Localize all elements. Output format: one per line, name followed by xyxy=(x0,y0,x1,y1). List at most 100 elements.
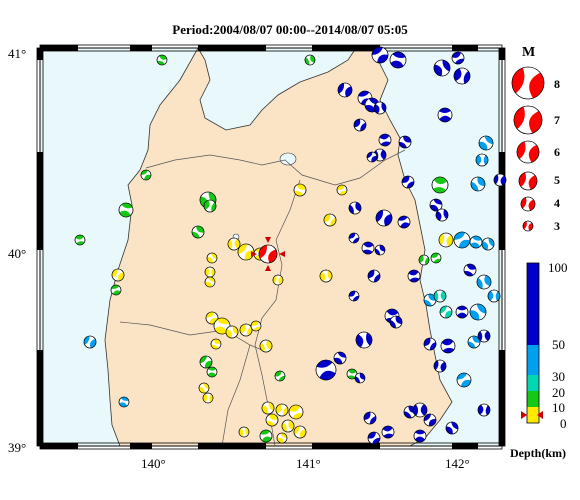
depth-tick-10: 10 xyxy=(552,400,565,415)
earthquake-mechanism-icon xyxy=(202,392,214,404)
earthquake-mechanism-icon xyxy=(210,338,222,350)
depth-scale-bar xyxy=(526,262,540,424)
earthquake-mechanism-icon xyxy=(437,107,453,123)
earthquake-mechanism-icon xyxy=(469,303,487,321)
earthquake-mechanism-icon xyxy=(463,263,477,277)
earthquake-mechanism-icon xyxy=(239,323,253,337)
earthquake-mechanism-icon xyxy=(397,215,411,229)
frame-tick xyxy=(312,443,380,449)
earthquake-mechanism-icon xyxy=(319,269,333,283)
earthquake-mechanism-icon xyxy=(140,169,152,181)
lat-label-39: 39° xyxy=(8,440,26,455)
earthquake-mechanism-icon xyxy=(111,268,125,282)
prefecture-border xyxy=(119,149,406,447)
depth-tick-0: 0 xyxy=(560,416,567,431)
earthquake-mechanism-icon xyxy=(206,252,218,264)
earthquake-mechanism-icon xyxy=(293,183,307,197)
earthquake-mechanism-icon xyxy=(431,176,449,194)
earthquake-mechanism-icon xyxy=(237,243,255,261)
earthquake-mechanism-icon xyxy=(156,54,168,66)
magnitude-legend-icon xyxy=(516,140,540,164)
depth-band xyxy=(527,407,539,423)
earthquake-mechanism-icon xyxy=(259,339,273,353)
depth-tick-20: 20 xyxy=(552,385,565,400)
magnitude-label-8: 8 xyxy=(554,77,560,91)
earthquake-mechanism-icon xyxy=(274,370,286,382)
earthquake-mechanism-icon xyxy=(353,118,367,132)
magnitude-legend-icon xyxy=(511,66,545,100)
depth-tick-50: 50 xyxy=(552,337,565,352)
depth-band xyxy=(527,345,539,375)
earthquake-mechanism-icon xyxy=(265,413,279,427)
magnitude-label-5: 5 xyxy=(554,173,560,187)
earthquake-mechanism-icon xyxy=(281,419,295,433)
earthquake-mechanism-icon xyxy=(451,51,465,65)
earthquake-mechanism-icon xyxy=(373,101,387,115)
earthquake-mechanism-icon xyxy=(430,252,442,264)
event-markers xyxy=(74,46,507,445)
lat-label-41: 41° xyxy=(8,46,26,61)
earthquake-mechanism-icon xyxy=(355,331,373,349)
earthquake-mechanism-icon xyxy=(204,276,216,288)
earthquake-mechanism-icon xyxy=(371,46,389,64)
earthquake-mechanism-icon xyxy=(348,201,362,215)
frame-tick xyxy=(37,48,43,60)
depth-tick-30: 30 xyxy=(552,369,565,384)
earthquake-mechanism-icon xyxy=(456,372,472,388)
earthquake-mechanism-icon xyxy=(276,432,288,444)
frame-tick xyxy=(452,45,478,51)
frame-tick xyxy=(198,45,266,51)
magnitude-legend-icon xyxy=(518,171,538,191)
earthquake-mechanism-icon xyxy=(381,425,395,439)
earthquake-mechanism-icon xyxy=(238,426,250,438)
frame-tick xyxy=(499,48,505,60)
lake-towada xyxy=(279,152,297,166)
earthquake-mechanism-icon xyxy=(366,151,378,163)
earthquake-mechanism-icon xyxy=(275,403,289,417)
earthquake-mechanism-icon xyxy=(354,372,366,384)
depth-unit-label: Depth(km) xyxy=(510,446,566,460)
earthquake-mechanism-icon xyxy=(191,225,205,239)
earthquake-mechanism-icon xyxy=(110,284,122,296)
magnitude-legend-icon xyxy=(520,196,536,212)
earthquake-mechanism-icon xyxy=(336,184,348,196)
earthquake-mechanism-icon xyxy=(361,241,375,255)
earthquake-mechanism-icon xyxy=(348,290,360,302)
frame-tick xyxy=(37,152,43,250)
earthquake-mechanism-icon xyxy=(118,202,134,218)
earthquake-mechanism-icon xyxy=(213,317,231,335)
earthquake-mechanism-icon xyxy=(493,173,507,187)
earthquake-mechanism-icon xyxy=(348,232,360,244)
earthquake-mechanism-icon xyxy=(272,274,284,286)
earthquake-mechanism-icon xyxy=(433,59,451,77)
earthquake-mechanism-icon xyxy=(401,175,415,189)
frame-tick xyxy=(130,45,152,51)
frame-tick xyxy=(130,443,152,449)
magnitude-legend xyxy=(511,66,545,232)
frame-tick xyxy=(37,350,43,446)
earthquake-mechanism-icon xyxy=(323,213,337,227)
magnitude-legend-icon xyxy=(522,220,534,232)
frame-tick xyxy=(452,443,478,449)
earthquake-mechanism-icon xyxy=(487,289,501,303)
depth-band xyxy=(527,391,539,407)
frame-ticks xyxy=(36,44,506,450)
magnitude-legend-icon xyxy=(513,105,543,135)
earthquake-mechanism-icon xyxy=(470,176,486,192)
largest-event-icon xyxy=(258,244,278,264)
lon-label-142: 142° xyxy=(445,456,470,471)
earthquake-mechanism-icon xyxy=(293,425,307,439)
earthquake-mechanism-icon xyxy=(367,269,381,283)
frame-tick xyxy=(40,443,78,449)
earthquake-mechanism-icon xyxy=(225,325,239,339)
earthquake-mechanism-icon xyxy=(363,411,377,425)
earthquake-mechanism-icon xyxy=(118,396,130,408)
earthquake-mechanism-icon xyxy=(259,429,273,443)
earthquake-mechanism-icon xyxy=(476,274,492,290)
magnitude-label-4: 4 xyxy=(554,196,560,210)
magnitude-legend-heading: M xyxy=(522,45,535,60)
frame-tick xyxy=(499,350,505,446)
earthquake-mechanism-icon xyxy=(429,198,443,212)
earthquake-mechanism-icon xyxy=(250,320,262,332)
